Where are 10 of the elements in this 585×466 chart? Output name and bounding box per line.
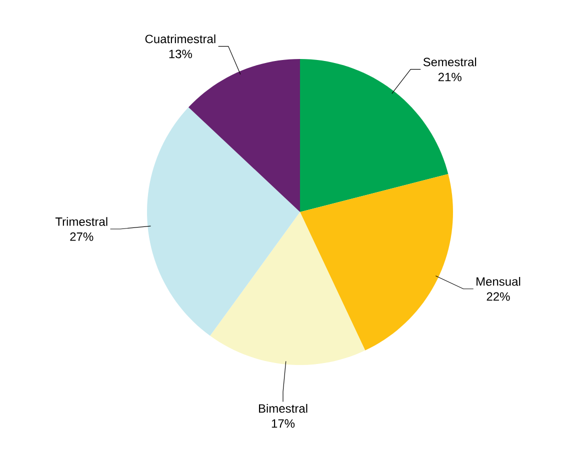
slice-label: Cuatrimestral (145, 34, 216, 44)
data-label: 21% (438, 72, 462, 82)
data-label: 27% (70, 232, 94, 241)
data-label: 13% (169, 50, 192, 58)
data-label: 17% (272, 419, 295, 428)
data-label: 22% (486, 292, 510, 301)
slice-label: Mensual (476, 276, 520, 286)
slice-label: Semestral (423, 57, 476, 66)
slice-label: Bimestral (259, 404, 308, 413)
slice-label: Trimestral (55, 217, 108, 226)
